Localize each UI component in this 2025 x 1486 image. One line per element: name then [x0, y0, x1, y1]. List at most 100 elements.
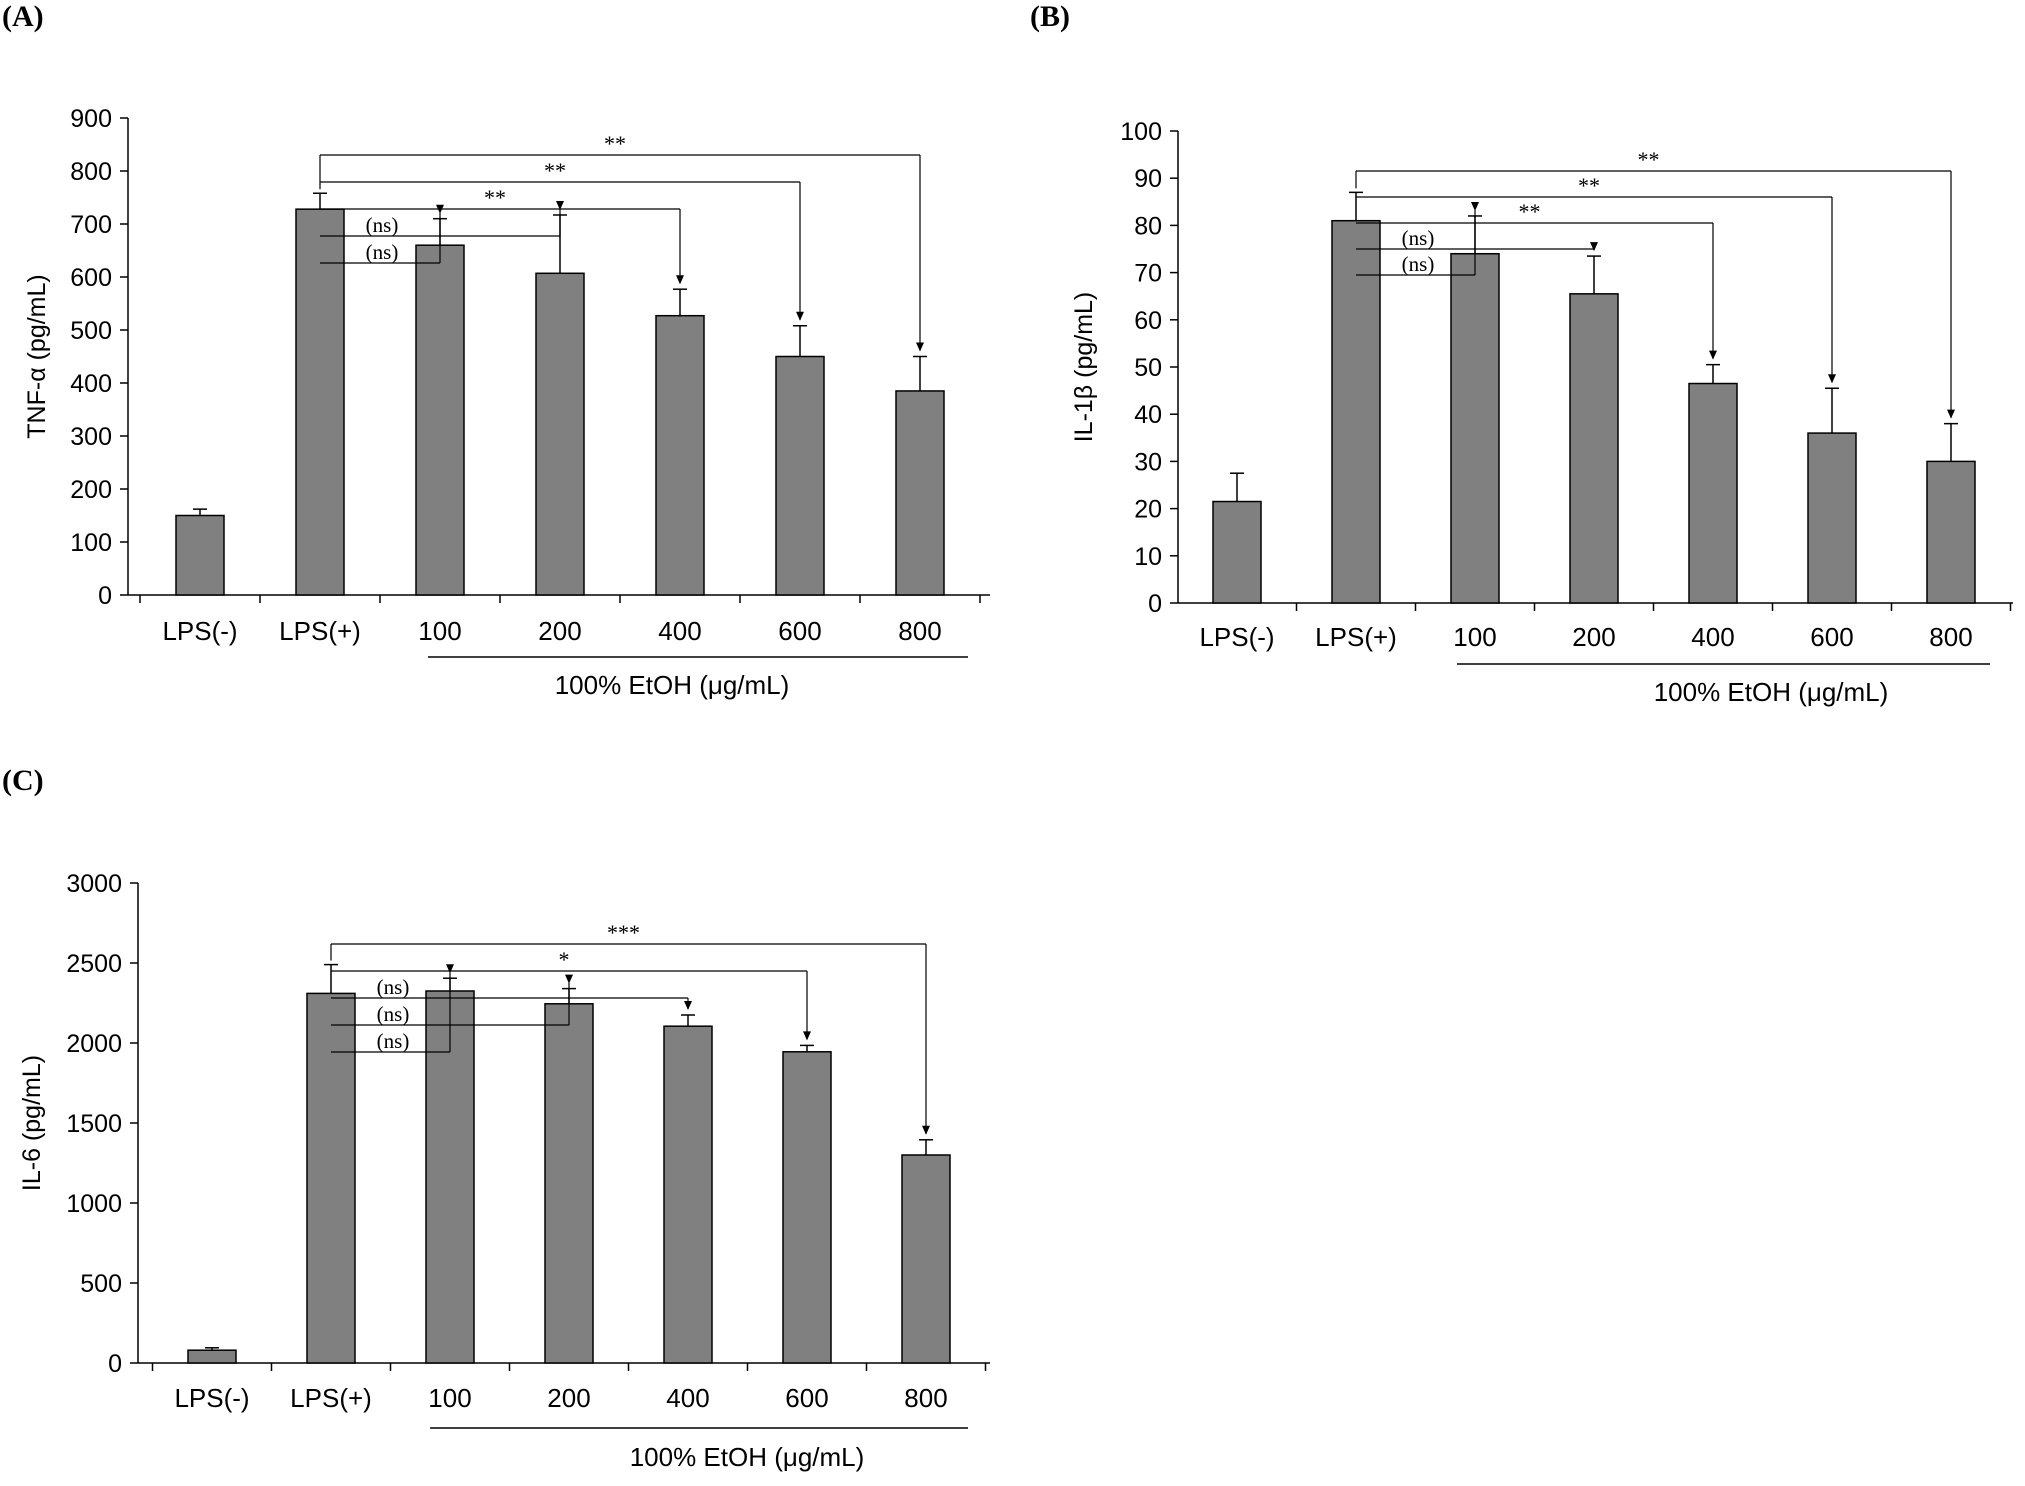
bracket-arrowhead — [1709, 350, 1717, 360]
x-tick-label: LPS(+) — [290, 1383, 372, 1413]
chart-panel-a: (A) 0 100 200 300 400 500 600 700 800 900 TNF-α (pg… — [2, 0, 990, 700]
x-tick-label: 100 — [418, 616, 461, 646]
bar-400 — [663, 1025, 713, 1364]
y-axis-title: TNF-α (pg/mL) — [23, 274, 51, 438]
group-label: 100% EtOH (μg/mL) — [1654, 677, 1889, 707]
y-tick-label: 40 — [1134, 401, 1162, 429]
significance-label: ** — [484, 185, 506, 210]
bar-LPS(-) — [175, 514, 225, 596]
bar-100 — [425, 990, 475, 1364]
bracket-arrowhead — [556, 200, 564, 210]
bar-400 — [655, 314, 705, 596]
y-axis-title: IL-6 (pg/mL) — [18, 1055, 46, 1191]
significance-label: * — [559, 947, 570, 972]
bar-600 — [782, 1051, 832, 1364]
y-tick-label: 3000 — [66, 870, 122, 898]
bracket-arrowhead — [796, 311, 804, 321]
y-tick-label: 10 — [1134, 543, 1162, 571]
bar-100 — [415, 244, 465, 596]
y-tick-label: 100 — [1120, 118, 1162, 146]
bar-LPS(-) — [1212, 500, 1262, 604]
bar-LPS(+) — [1331, 219, 1381, 604]
bracket-arrowhead — [684, 1001, 692, 1010]
significance-label: (ns) — [377, 1029, 410, 1053]
bar-400 — [1688, 382, 1738, 604]
bar-600 — [1807, 432, 1857, 604]
group-label: 100% EtOH (μg/mL) — [630, 1442, 865, 1472]
significance-label: ** — [544, 158, 566, 183]
chart-panel-c: (C) 0 500 1000 1500 2000 2500 3000 IL-6 (pg/mL) L… — [2, 764, 990, 1472]
bar-800 — [901, 1154, 951, 1364]
significance-label: ** — [604, 131, 626, 156]
bar-800 — [1926, 460, 1976, 604]
x-tick-label: 600 — [1810, 622, 1853, 652]
x-tick-label: 200 — [538, 616, 581, 646]
bracket-arrowhead — [922, 1125, 930, 1135]
y-tick-label: 900 — [70, 105, 112, 133]
y-tick-label: 30 — [1134, 448, 1162, 476]
y-tick-label: 600 — [70, 264, 112, 292]
y-tick-label: 800 — [70, 158, 112, 186]
y-tick-label: 500 — [70, 317, 112, 345]
y-tick-label: 0 — [98, 582, 112, 610]
x-tick-label: 400 — [1691, 622, 1734, 652]
x-tick-label: LPS(-) — [162, 616, 237, 646]
y-tick-label: 400 — [70, 370, 112, 398]
y-tick-label: 60 — [1134, 307, 1162, 335]
bar-100 — [1450, 252, 1500, 604]
bar-LPS(-) — [187, 1349, 237, 1364]
bar-200 — [544, 1003, 594, 1364]
significance-label: *** — [607, 920, 640, 945]
y-tick-label: 1000 — [66, 1190, 122, 1218]
x-tick-label: 600 — [785, 1383, 828, 1413]
panel-label: (C) — [2, 764, 44, 797]
y-tick-label: 80 — [1134, 212, 1162, 240]
significance-label: (ns) — [377, 975, 410, 999]
y-tick-label: 2000 — [66, 1030, 122, 1058]
x-tick-label: 800 — [1929, 622, 1972, 652]
bracket-arrowhead — [1828, 374, 1836, 384]
y-tick-label: 200 — [70, 476, 112, 504]
x-tick-label: 400 — [666, 1383, 709, 1413]
x-tick-label: 200 — [1572, 622, 1615, 652]
bar-800 — [895, 390, 945, 596]
bar-200 — [1569, 293, 1619, 604]
x-tick-label: LPS(-) — [1199, 622, 1274, 652]
x-tick-label: 100 — [1453, 622, 1496, 652]
chart-panel-b: (B) 0 10 20 30 40 50 60 70 80 90 100 IL-1β (pg/mL) LP… — [1030, 0, 2013, 707]
bracket-arrowhead — [1947, 409, 1955, 419]
x-tick-label: 400 — [658, 616, 701, 646]
significance-label: (ns) — [377, 1002, 410, 1026]
x-tick-label: LPS(-) — [174, 1383, 249, 1413]
bracket-arrowhead — [1471, 201, 1479, 211]
bracket-arrowhead — [565, 974, 573, 984]
y-tick-label: 20 — [1134, 496, 1162, 524]
panel-label: (A) — [2, 0, 44, 33]
y-tick-label: 700 — [70, 211, 112, 239]
y-tick-label: 1500 — [66, 1110, 122, 1138]
bracket-arrowhead — [803, 1031, 811, 1041]
bar-LPS(+) — [306, 992, 356, 1364]
y-tick-label: 70 — [1134, 260, 1162, 288]
bracket-arrowhead — [1590, 242, 1598, 252]
x-tick-label: LPS(+) — [279, 616, 361, 646]
significance-label: (ns) — [1402, 226, 1435, 250]
bracket-arrowhead — [446, 964, 454, 974]
x-tick-label: 600 — [778, 616, 821, 646]
significance-label: (ns) — [1402, 252, 1435, 276]
y-tick-label: 90 — [1134, 165, 1162, 193]
bracket-arrowhead — [676, 275, 684, 285]
significance-label: ** — [1638, 147, 1660, 172]
y-axis-title: IL-1β (pg/mL) — [1070, 292, 1098, 443]
y-tick-label: 0 — [1148, 590, 1162, 618]
x-tick-label: 100 — [428, 1383, 471, 1413]
significance-label: ** — [1519, 199, 1541, 224]
panel-label: (B) — [1030, 0, 1070, 33]
x-tick-label: LPS(+) — [1315, 622, 1397, 652]
bracket-arrowhead — [916, 342, 924, 352]
x-tick-label: 800 — [898, 616, 941, 646]
y-tick-label: 50 — [1134, 354, 1162, 382]
bar-200 — [535, 272, 585, 596]
